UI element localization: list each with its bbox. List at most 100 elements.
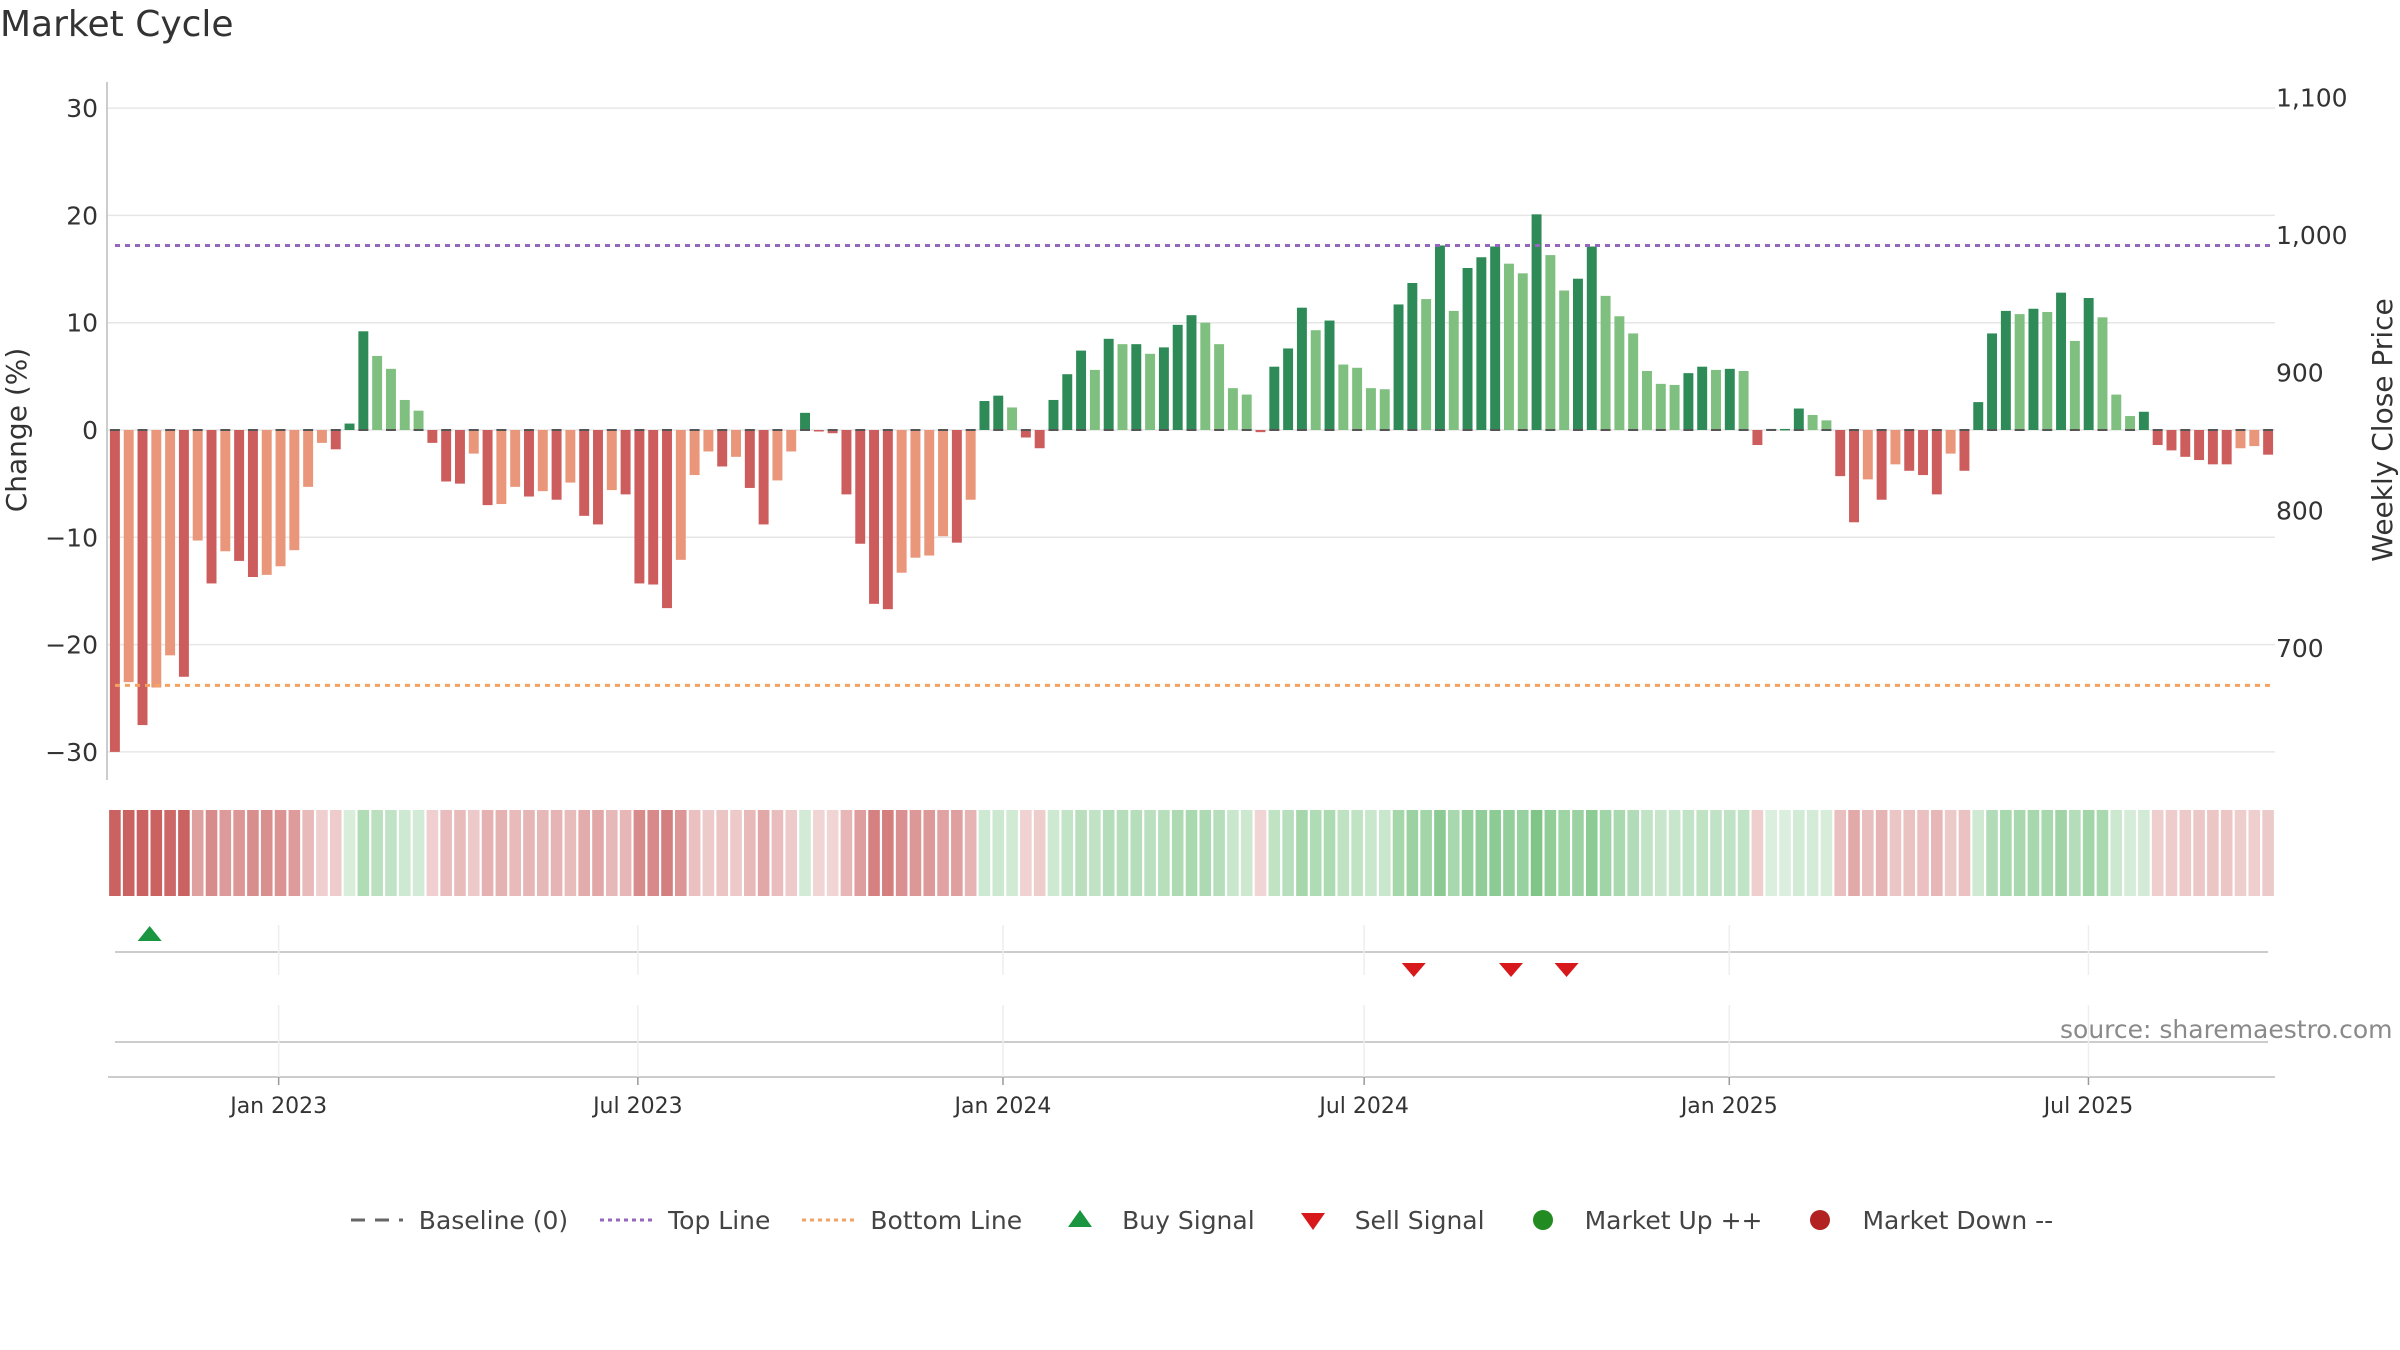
regime-cell [178, 810, 190, 896]
regime-cell [688, 810, 701, 896]
x-tick-label: Jan 2024 [953, 1094, 1052, 1119]
axis-layer: 30 20 10 0 −10 −20 −30 1,100 1,000 900 800 700 Jan 2… [45, 82, 2348, 1119]
bar [1559, 290, 1570, 430]
regime-cell [550, 810, 563, 896]
legend-label: Market Down -- [1862, 1205, 2054, 1235]
bar [537, 430, 548, 492]
regime-cell [937, 810, 949, 896]
x-tick-label: Jul 2025 [2042, 1094, 2134, 1119]
bar [1793, 408, 1804, 430]
circle-green-icon [1513, 1205, 1573, 1235]
bar [869, 430, 880, 604]
bar [247, 430, 258, 578]
bar [1545, 255, 1556, 430]
y-tick-label: −10 [45, 523, 98, 552]
y-tick-label: 10 [66, 309, 98, 338]
y2-tick-label: 900 [2276, 359, 2324, 388]
regime-cell [1199, 810, 1212, 896]
reference-lines [109, 243, 2274, 687]
regime-cell [882, 810, 894, 896]
dotted-line-purple-icon [596, 1205, 656, 1235]
regime-cell [1848, 810, 1860, 896]
regime-cell [923, 810, 936, 896]
regime-cell [757, 810, 770, 896]
regime-cell [1958, 810, 1971, 896]
bar [551, 430, 562, 500]
bar [2249, 430, 2260, 447]
bar [1172, 324, 1183, 430]
bar [1628, 333, 1639, 430]
regime-cell [1917, 810, 1929, 896]
x-tick-label: Jan 2025 [1679, 1094, 1778, 1119]
bar [689, 430, 700, 476]
regime-cell [1296, 810, 1308, 896]
regime-cell [2082, 810, 2095, 896]
bar [1158, 347, 1169, 430]
regime-cell [1627, 810, 1639, 896]
bar [1103, 338, 1114, 430]
bar [316, 430, 327, 443]
regime-cell [992, 810, 1005, 896]
regime-cell [1102, 810, 1115, 896]
regime-cell [398, 810, 411, 896]
regime-cell [895, 810, 908, 896]
bar [1586, 246, 1597, 430]
regime-cell [799, 810, 811, 896]
bar [813, 430, 824, 432]
bar [385, 368, 396, 430]
bar [1131, 344, 1142, 430]
regime-cell [2027, 810, 2040, 896]
bar [399, 399, 410, 430]
regime-cell [122, 810, 135, 896]
bar [938, 430, 949, 537]
bar [344, 423, 355, 430]
regime-cell [1931, 810, 1943, 896]
regime-cell [219, 810, 232, 896]
regime-cell [357, 810, 370, 896]
bar [1807, 414, 1818, 430]
regime-cell [412, 810, 425, 896]
bar [1379, 389, 1390, 430]
bar [675, 430, 686, 560]
legend: Baseline (0) Top Line Bottom Line Buy Si… [0, 1205, 2400, 1235]
bar [1973, 402, 1984, 430]
regime-cell [702, 810, 715, 896]
regime-cell [509, 810, 521, 896]
regime-cell [1696, 810, 1708, 896]
bar [1517, 273, 1528, 430]
bar [1642, 370, 1652, 430]
regime-cell [1240, 810, 1253, 896]
regime-cell [1820, 810, 1833, 896]
regime-cell [1130, 810, 1143, 896]
regime-cell [247, 810, 259, 896]
bar [2221, 430, 2232, 465]
regime-cell [2138, 810, 2150, 896]
regime-cell [1020, 810, 1032, 896]
bar [524, 430, 534, 497]
bar [2083, 298, 2094, 430]
regime-cell [536, 810, 549, 896]
sell-signal-marker [1401, 963, 1426, 977]
regime-cell [1006, 810, 1018, 896]
regime-cell [1158, 810, 1170, 896]
regime-cell [191, 810, 204, 896]
bar [1393, 304, 1404, 430]
bar [620, 430, 631, 495]
y2-tick-label: 1,000 [2276, 221, 2348, 250]
regime-cell [1227, 810, 1239, 896]
regime-cell [1475, 810, 1488, 896]
bar [1117, 344, 1128, 430]
bar [1448, 310, 1459, 430]
x-tick-label: Jan 2023 [228, 1094, 327, 1119]
regime-cell [2234, 810, 2247, 896]
bar [1200, 322, 1211, 430]
bar [606, 430, 617, 491]
bar [1269, 366, 1280, 430]
regime-cell [2165, 810, 2178, 896]
bar [841, 430, 852, 495]
bar [2138, 411, 2149, 430]
y2-tick-label: 700 [2276, 634, 2324, 663]
regime-cell [564, 810, 577, 896]
regime-cell [1599, 810, 1612, 896]
